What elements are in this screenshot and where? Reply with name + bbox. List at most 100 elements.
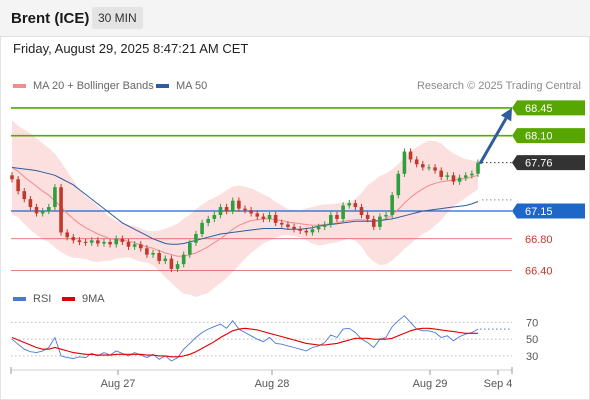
- ma9-line: [11, 327, 478, 358]
- candle-body: [22, 191, 27, 200]
- ma50-line: [11, 166, 479, 245]
- candle-body: [378, 216, 382, 227]
- candle-body: [28, 199, 33, 208]
- candle: [46, 203, 51, 215]
- x-tick-label-4: Sep 4: [484, 378, 513, 390]
- candle: [40, 207, 45, 217]
- candle-body: [34, 207, 39, 214]
- ma50-swatch: [156, 84, 169, 88]
- candle-body: [384, 214, 388, 217]
- candle: [237, 197, 241, 212]
- rsi-swatch: [13, 297, 26, 301]
- candle-body: [457, 177, 462, 182]
- candle-body: [108, 241, 112, 245]
- candle: [273, 211, 278, 227]
- candle-body: [10, 175, 14, 180]
- candle: [359, 203, 364, 219]
- candle: [28, 195, 33, 211]
- candle: [433, 164, 437, 174]
- candle-body: [359, 207, 364, 215]
- candle-body: [267, 214, 272, 219]
- x-tick-label-2: Aug 28: [255, 378, 290, 390]
- candle-body: [114, 238, 119, 245]
- candle-body: [390, 195, 394, 215]
- candle-body: [71, 237, 76, 241]
- legend-label-ma20: MA 20 + Bollinger Bands: [33, 80, 154, 92]
- candle-body: [353, 203, 358, 208]
- candle-body: [83, 241, 88, 243]
- resistance-badge-2-label: 68.10: [525, 131, 553, 143]
- candle: [206, 215, 211, 227]
- candle: [230, 197, 235, 215]
- legend-item-9ma: 9MA: [62, 293, 105, 305]
- candle-body: [310, 229, 315, 233]
- candle: [298, 226, 302, 235]
- candle-body: [286, 224, 290, 227]
- rsi-tick-30: 30: [526, 351, 538, 363]
- candle-body: [163, 258, 168, 261]
- candle: [414, 156, 419, 168]
- candle: [384, 211, 388, 220]
- candle: [365, 211, 370, 223]
- candle-body: [65, 232, 69, 238]
- symbol-title: Brent (ICE): [11, 10, 90, 27]
- legend-item-ma50: MA 50: [156, 80, 207, 92]
- candle: [341, 202, 345, 223]
- candle-body: [298, 229, 302, 231]
- chart-datetime: Friday, August 29, 2025 8:47:21 AM CET: [13, 41, 249, 56]
- current-price-badge-shape: [512, 155, 585, 171]
- candlestick-layer: [10, 148, 480, 273]
- ma9-swatch: [62, 297, 75, 301]
- candle: [175, 260, 180, 273]
- candle: [22, 188, 27, 203]
- candle-body: [476, 162, 480, 174]
- candle-body: [451, 175, 456, 182]
- candle-body: [212, 214, 217, 219]
- candle: [126, 238, 131, 250]
- rsi-tick-50: 50: [526, 334, 538, 346]
- candle-body: [329, 214, 333, 225]
- candle-body: [396, 173, 401, 196]
- candle-body: [77, 240, 82, 242]
- resistance-badge-1-shape: [512, 100, 585, 116]
- candle: [16, 176, 20, 195]
- candle-body: [439, 170, 444, 177]
- candle-body: [96, 240, 100, 244]
- candle-body: [470, 173, 474, 176]
- legend-label-ma50: MA 50: [176, 80, 208, 92]
- candle: [335, 211, 339, 223]
- candle: [194, 230, 198, 246]
- candle: [353, 199, 358, 211]
- candle-body: [120, 238, 125, 242]
- candle: [304, 227, 309, 236]
- candle-body: [169, 258, 174, 269]
- candle-body: [243, 208, 247, 211]
- x-tick-label-3: Aug 29: [413, 378, 448, 390]
- candle-body: [316, 226, 321, 230]
- candle-body: [200, 222, 204, 235]
- candle: [169, 255, 174, 273]
- candle: [59, 184, 63, 236]
- candle: [378, 213, 382, 231]
- timeframe-button[interactable]: 30 MIN: [92, 7, 143, 29]
- candle-body: [206, 218, 211, 223]
- candle-body: [181, 254, 186, 265]
- candle-body: [175, 264, 180, 269]
- candle: [476, 159, 480, 177]
- candle: [65, 229, 69, 241]
- candle: [157, 249, 161, 265]
- candle-body: [249, 210, 253, 214]
- resistance-badge-2-shape: [512, 128, 585, 144]
- resistance-badge-2: 68.10: [512, 128, 585, 144]
- candle: [292, 223, 296, 233]
- candle: [396, 170, 401, 199]
- candle-body: [89, 240, 94, 243]
- time-axis: Aug 27 Aug 28 Aug 29 Sep 4: [10, 367, 513, 390]
- candle: [102, 238, 106, 247]
- candle-body: [365, 214, 370, 219]
- candle-body: [126, 241, 131, 247]
- candle-body: [402, 151, 407, 174]
- candle: [212, 211, 217, 223]
- rsi-panel: 70 50 30: [11, 315, 538, 363]
